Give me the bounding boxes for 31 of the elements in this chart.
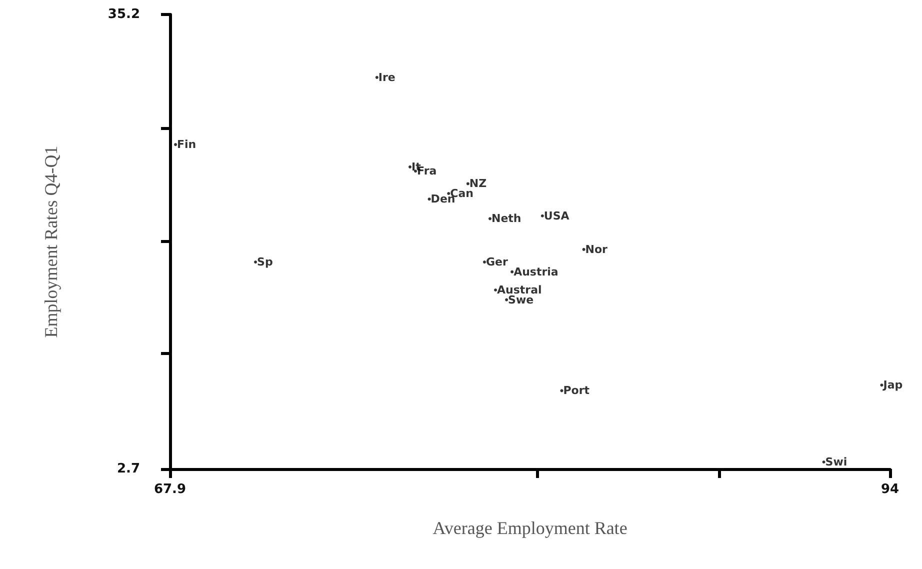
x-tick-label: 94 xyxy=(880,482,900,497)
series-label: Ger xyxy=(486,256,508,269)
point xyxy=(582,248,586,251)
point xyxy=(375,76,378,79)
y-axis-title: Employment Rates Q4-Q1 xyxy=(41,146,61,338)
series-label: Port xyxy=(563,384,590,398)
point xyxy=(488,217,492,220)
point xyxy=(560,389,564,392)
series-label: NZ xyxy=(469,177,487,190)
series-label: Sp xyxy=(257,256,273,269)
x-tick-label: 67.9 xyxy=(154,482,186,497)
series-label: Austria xyxy=(514,265,558,278)
point xyxy=(822,460,826,464)
series-label: Jap xyxy=(882,378,903,392)
series-label: USA xyxy=(544,209,570,222)
point xyxy=(482,260,486,264)
y-tick-label: 2.7 xyxy=(116,462,140,476)
point xyxy=(428,198,431,201)
series-label: Fin xyxy=(177,138,196,152)
x-axis-title: Average Employment Rate xyxy=(432,518,628,538)
y-tick-label: 35.2 xyxy=(108,7,140,22)
point xyxy=(254,260,258,264)
point xyxy=(540,214,544,218)
series-label: Nor xyxy=(585,242,608,256)
series-label: Neth xyxy=(492,212,522,226)
series-label: Ire xyxy=(378,70,396,84)
point xyxy=(408,165,412,168)
series-label: Swi xyxy=(825,456,848,469)
point xyxy=(174,143,178,146)
point xyxy=(505,298,508,302)
point xyxy=(466,182,470,186)
